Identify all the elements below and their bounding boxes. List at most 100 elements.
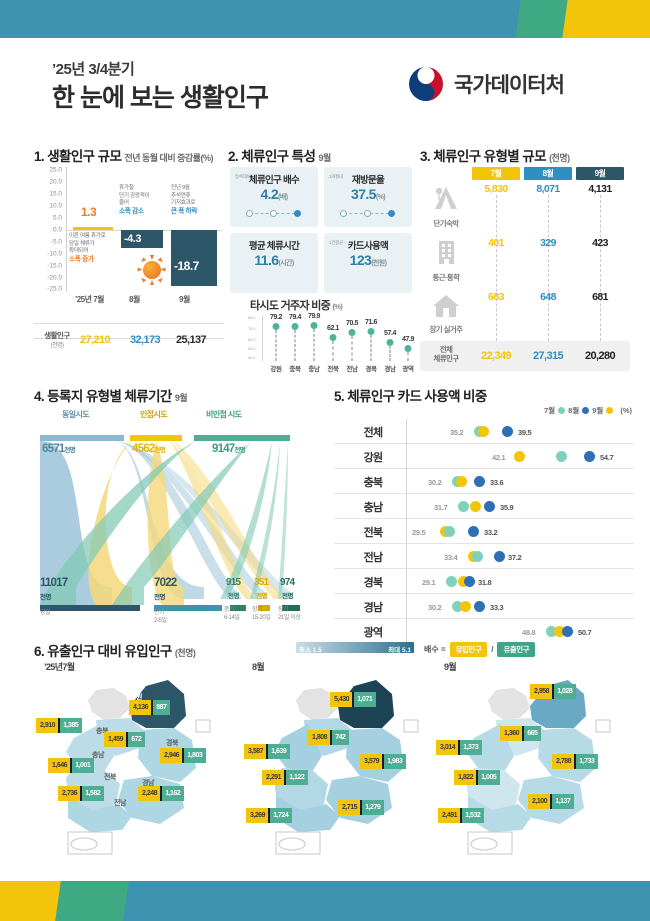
bottom-color-band — [0, 881, 650, 921]
s2-point-4: 70.5 전남 — [345, 320, 359, 373]
x-label-september: 9월 — [179, 295, 190, 304]
value-long-resident-august: 648 — [540, 291, 556, 303]
kpi-card-card-usage[interactable]: 1건평균 카드사용액 123(천원) — [324, 233, 412, 293]
map-label-jeonnam-august[interactable]: 3,269 1,724 — [246, 808, 293, 823]
map-label-gyeongbuk-august[interactable]: 3,579 1,983 — [360, 754, 407, 769]
sankey-target-value-1: 7022 — [154, 577, 177, 589]
table-row[interactable]: 전북 29.5 33.2 — [334, 519, 634, 544]
map-label-jeonnam-september[interactable]: 2,491 1,532 — [438, 808, 485, 823]
table-row[interactable]: 강원 42.1 54.7 — [334, 444, 634, 469]
s2-point-5: 71.6 경북 — [364, 319, 378, 373]
bar-september — [171, 230, 217, 286]
row-name-0: 전체 — [363, 427, 383, 439]
map-label-chungbuk-september[interactable]: 1,360 665 — [500, 726, 542, 741]
row-right-value-2: 33.6 — [490, 478, 504, 487]
row-right-value-7: 33.3 — [490, 603, 504, 612]
map-label-gyeongbuk-july[interactable]: 2,946 1,803 — [160, 748, 207, 763]
kpi-trend-dots-1 — [338, 209, 398, 219]
organization-name: 국가데이터처 — [454, 74, 565, 97]
row-right-value-6: 31.8 — [478, 578, 492, 587]
row-left-value-4: 29.5 — [412, 528, 426, 537]
value-short-stay-september: 4,131 — [588, 183, 612, 195]
map-label-gangwon-september[interactable]: 2,958 1,028 — [530, 684, 577, 699]
s2-ytick-2: 60.0 — [248, 338, 256, 342]
dot-august-8 — [562, 626, 573, 637]
kpi-value-0: 4.2(배) — [260, 186, 289, 202]
x-label-july: ’25년 7월 — [75, 295, 105, 304]
section-2-title: 2. 체류인구 특성 9월 — [228, 149, 331, 164]
map-label-gyeongbuk-september[interactable]: 2,788 1,733 — [552, 754, 599, 769]
map-label-jeonbuk-july[interactable]: 1,646 1,001 — [48, 758, 95, 773]
scale-max-label: 최대 5.1 — [388, 647, 411, 654]
table-row[interactable]: 경북 29.1 31.8 — [334, 569, 634, 594]
kpi-card-stay-multiple[interactable]: 등록대비 체류인구 배수 4.2(배) — [230, 167, 318, 227]
bar-value-july: 1.3 — [81, 205, 97, 219]
dot-august-3 — [484, 501, 495, 512]
table-row[interactable]: 광역 48.8 50.7 — [334, 619, 634, 644]
row-name-7: 경남 — [363, 602, 383, 614]
bar-july — [73, 227, 113, 230]
region-name-gangwon: 강원 — [130, 694, 142, 701]
row-name-8: 광역 — [363, 627, 383, 639]
map-label-chungbuk-august[interactable]: 1,808 742 — [308, 730, 350, 745]
section-1-plot-area: 1.3 -4.3 -18.7 ’25년 7월 8월 9월 이른 여름 휴가로 당일… — [66, 167, 222, 304]
s2-point-6: 57.4 경남 — [383, 330, 397, 373]
sankey-target-value-0: 11017 — [40, 577, 68, 589]
map-label-gangwon-august[interactable]: 5,430 1,071 — [330, 692, 377, 707]
kpi-title-2: 평균 체류시간 — [248, 241, 300, 252]
row-name-3: 충남 — [363, 502, 383, 514]
dot-september-6 — [458, 576, 469, 587]
map-title-september: 9월 — [444, 662, 457, 672]
annotation-august-highlight: 소폭 감소 — [119, 207, 144, 215]
s2-point-1: 79.4 충북 — [288, 314, 302, 373]
kpi-prefix-1: 3개월내 — [329, 174, 344, 179]
sankey-target-value-3: 351 — [254, 577, 269, 588]
row-left-value-5: 33.4 — [444, 553, 458, 562]
row-label-long-resident: 장기 실거주 — [429, 325, 464, 334]
row-right-value-8: 50.7 — [578, 628, 592, 637]
dot-july-6 — [446, 576, 457, 587]
map-label-gyeongnam-september[interactable]: 2,100 1,137 — [528, 794, 575, 809]
sun-icon — [137, 255, 166, 285]
row-name-6: 경북 — [363, 577, 383, 589]
map-label-gyeongnam-august[interactable]: 2,715 1,279 — [338, 800, 385, 815]
map-label-chungnam-july[interactable]: 2,910 1,385 — [36, 718, 83, 733]
section-1-y-axis: 25.0 20.0 15.0 10.0 5.0 0.0 -5.0 -10.0 -… — [47, 166, 62, 293]
map-label-jeonbuk-august[interactable]: 2,291 1,122 — [262, 770, 309, 785]
map-label-gyeongnam-july[interactable]: 2,248 1,162 — [138, 786, 185, 801]
total-label: 전체 체류인구 — [433, 345, 459, 364]
table-row[interactable]: 전체 35.2 39.5 — [334, 419, 634, 444]
map-label-gangwon-july[interactable]: 4,136 887 — [129, 700, 171, 715]
table-row[interactable]: 전남 33.4 37.2 — [334, 544, 634, 569]
table-row[interactable]: 충남 31.7 35.9 — [334, 494, 634, 519]
dot-september-8 — [554, 626, 565, 637]
table-row[interactable]: 경남 30.2 33.3 — [334, 594, 634, 619]
kpi-card-revisit-rate[interactable]: 3개월내 재방문율 37.5(%) — [324, 167, 412, 227]
summary-row-label: 생활인구 (천명) — [44, 331, 70, 350]
kpi-title-3: 카드사용액 — [347, 241, 389, 252]
taegeuk-logo-icon — [408, 66, 444, 102]
region-name-jeonnam: 전남 — [114, 800, 126, 807]
map-label-chungbuk-july[interactable]: 1,459 672 — [104, 732, 146, 747]
scale-min-label: 최소 1.5 — [299, 647, 322, 654]
annotation-august: 휴가철 단기 관광객이 줄어 소폭 감소 — [119, 185, 163, 217]
map-label-jeonnam-july[interactable]: 2,736 1,582 — [58, 786, 105, 801]
region-name-jeonbuk: 전북 — [104, 774, 116, 781]
dot-august-5 — [494, 551, 505, 562]
section-3-stay-population-by-type: 3. 체류인구 유형별 규모 (천명) 7월 8월 9월 단기숙박 5,830 … — [420, 145, 630, 375]
annotation-july-highlight: 소폭 증가 — [69, 255, 94, 263]
map-label-chungnam-august[interactable]: 3,587 1,639 — [244, 744, 291, 759]
section-3-title: 3. 체류인구 유형별 규모 (천명) — [420, 149, 570, 164]
annotation-september: 전년 9월 추석연휴 기저효과로 큰 폭 하락 — [171, 185, 217, 217]
top-color-band — [0, 0, 650, 38]
kpi-prefix-0: 등록대비 — [235, 174, 251, 179]
korea-map-september — [466, 680, 611, 855]
map-label-jeonbuk-september[interactable]: 1,822 1,005 — [454, 770, 501, 785]
kpi-trend-dots-0 — [244, 209, 304, 219]
sankey-target-cat-0: 당일 — [40, 610, 51, 616]
map-label-chungnam-september[interactable]: 3,014 1,373 — [436, 740, 483, 755]
row-right-value-1: 54.7 — [600, 453, 614, 462]
sankey-target-cat-3: 장기 15-20일 — [252, 607, 271, 621]
table-row[interactable]: 충북 30.2 33.6 — [334, 469, 634, 494]
kpi-card-average-stay-time[interactable]: 평균 체류시간 11.6(시간) — [230, 233, 318, 293]
